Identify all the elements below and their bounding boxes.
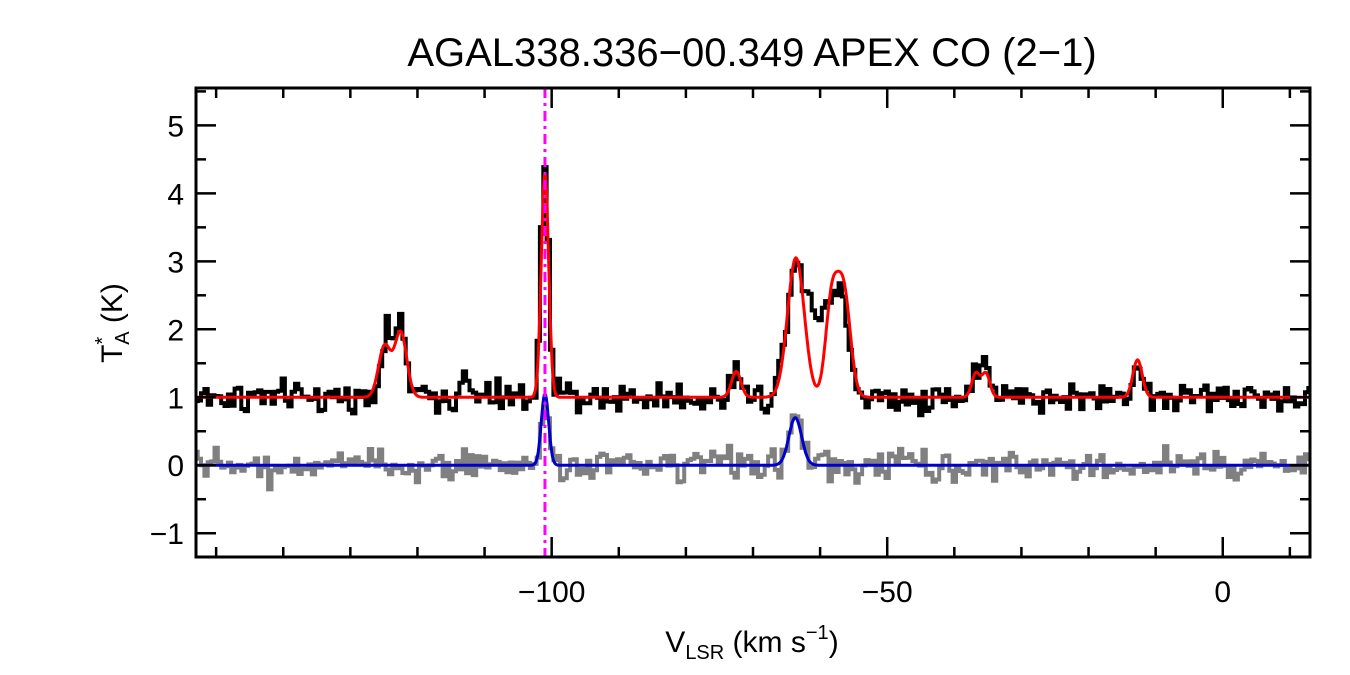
x-tick-label: −100 [518, 576, 586, 609]
plot-frame [194, 86, 1312, 559]
fit-line-3 [196, 390, 1310, 467]
plot-area [196, 88, 1310, 557]
y-tick-label: −1 [150, 518, 184, 551]
y-tick-label: 3 [167, 246, 184, 279]
y-tick-label: 4 [167, 178, 184, 211]
spectrum-line-0 [196, 165, 1310, 418]
y-tick-label: 5 [167, 110, 184, 143]
y-tick-label: 2 [167, 314, 184, 347]
fit-line-1 [196, 172, 1310, 399]
x-axis-label: VLSR (km s−1) [665, 622, 838, 664]
chart-title: AGAL338.336−00.349 APEX CO (2−1) [407, 31, 1096, 75]
axis-ticks [196, 88, 1310, 557]
y-tick-label: 0 [167, 450, 184, 483]
x-tick-label: −50 [862, 576, 913, 609]
y-axis-label: T*A (K) [92, 283, 134, 363]
x-tick-label: 0 [1214, 576, 1231, 609]
spectrum-line-2 [196, 403, 1310, 492]
tick-labels: −100 −50 0 −1 0 1 2 3 4 5 [150, 110, 1231, 609]
y-tick-label: 1 [167, 382, 184, 415]
